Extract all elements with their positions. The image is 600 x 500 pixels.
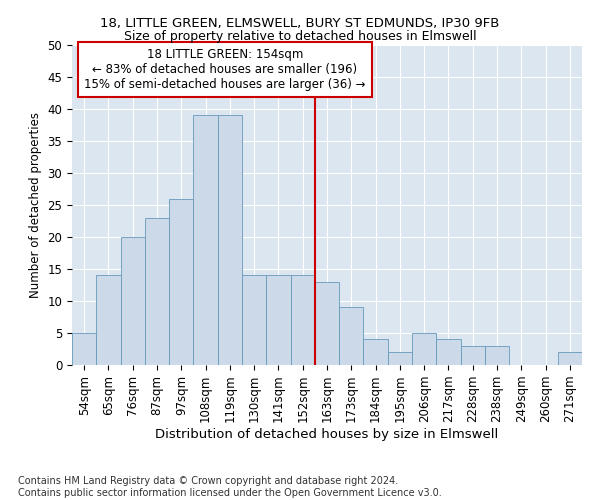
Bar (388, 352, 412, 365)
Bar (193, 116, 218, 365)
Text: 18, LITTLE GREEN, ELMSWELL, BURY ST EDMUNDS, IP30 9FB: 18, LITTLE GREEN, ELMSWELL, BURY ST EDMU… (100, 18, 500, 30)
Bar (96, 276, 121, 365)
Bar (72, 333, 96, 365)
Bar (218, 116, 242, 365)
Text: 18 LITTLE GREEN: 154sqm
← 83% of detached houses are smaller (196)
15% of semi-d: 18 LITTLE GREEN: 154sqm ← 83% of detache… (84, 48, 366, 91)
Bar (461, 346, 485, 365)
Bar (266, 276, 290, 365)
Bar (485, 346, 509, 365)
Bar (242, 276, 266, 365)
Bar (145, 218, 169, 365)
Bar (436, 340, 461, 365)
X-axis label: Distribution of detached houses by size in Elmswell: Distribution of detached houses by size … (155, 428, 499, 441)
Bar (412, 333, 436, 365)
Text: Contains HM Land Registry data © Crown copyright and database right 2024.
Contai: Contains HM Land Registry data © Crown c… (18, 476, 442, 498)
Bar (339, 308, 364, 365)
Bar (315, 282, 339, 365)
Bar (364, 340, 388, 365)
Y-axis label: Number of detached properties: Number of detached properties (29, 112, 42, 298)
Bar (169, 198, 193, 365)
Bar (121, 237, 145, 365)
Bar (558, 352, 582, 365)
Bar (290, 276, 315, 365)
Text: Size of property relative to detached houses in Elmswell: Size of property relative to detached ho… (124, 30, 476, 43)
